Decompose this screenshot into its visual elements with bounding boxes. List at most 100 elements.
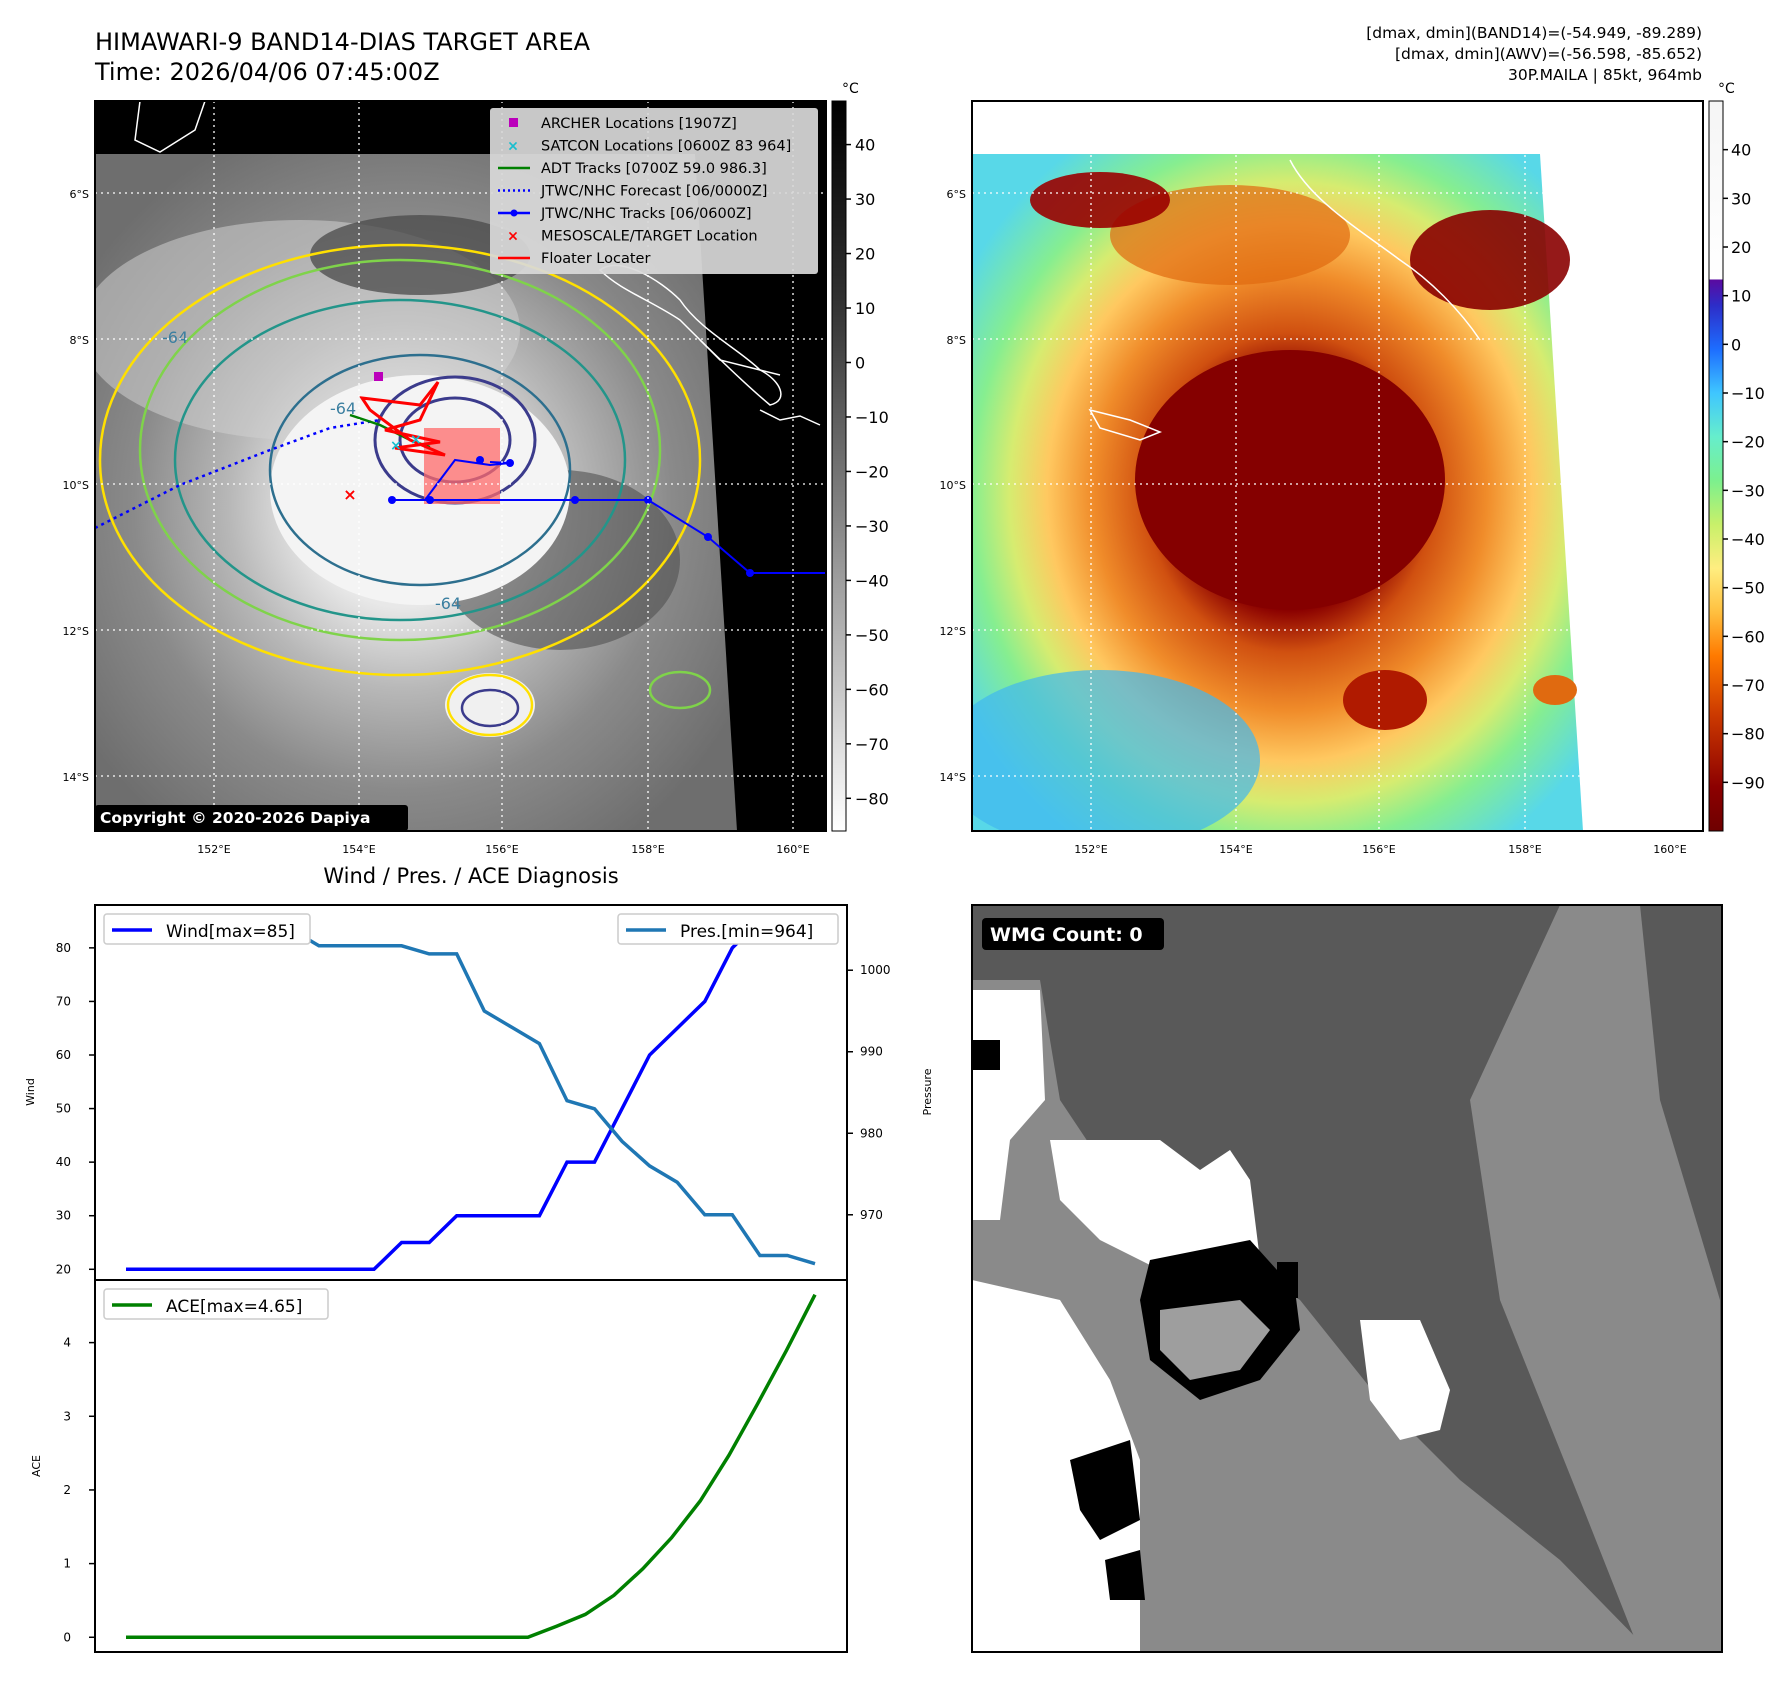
wmg-frame	[971, 904, 1723, 1653]
jtwc-point	[476, 456, 484, 464]
target-location-marker: ×	[343, 485, 356, 504]
lon-tick-label: 160°E	[776, 843, 809, 856]
ace-tick-label: 3	[63, 1409, 71, 1423]
wind-tick-label: 80	[56, 941, 71, 955]
wmg-count-box	[982, 918, 1164, 950]
jtwc-forecast-track	[95, 418, 381, 530]
contour-yellow	[98, 243, 702, 677]
jtwc-point	[426, 496, 434, 504]
pressure-axis-label: Pressure	[921, 1068, 934, 1115]
wmg-count-label: WMG Count: 0	[990, 924, 1143, 946]
figure-time: Time: 2026/04/06 07:45:00Z	[94, 58, 440, 86]
dry-slot	[310, 215, 530, 295]
ace-tick-label: 0	[63, 1630, 71, 1644]
wind-legend: Wind[max=85]	[103, 913, 311, 945]
colorbar-tick-label: −40	[1731, 530, 1765, 549]
lon-tick-label: 160°E	[1653, 843, 1686, 856]
info-awv-range: [dmax, dmin](AWV)=(-56.598, -85.652)	[1395, 45, 1702, 63]
contour-green	[138, 258, 662, 642]
colorbar-tick-label: −60	[1731, 627, 1765, 646]
archer-marker	[374, 372, 383, 381]
cold-sw-region	[972, 670, 1260, 831]
wmg-white-south	[972, 1280, 1140, 1652]
colorbar-tick-label: −10	[855, 408, 889, 427]
diagnosis-title: Wind / Pres. / ACE Diagnosis	[323, 864, 618, 888]
contour-label-2: -64	[162, 328, 188, 347]
lat-tick-label: 6°S	[70, 188, 89, 201]
jtwc-point	[388, 496, 396, 504]
satcon-marker: ×	[410, 432, 422, 448]
lat-tick-label: 10°S	[63, 479, 89, 492]
color-cdo	[1135, 350, 1445, 610]
contour-cell-inner	[460, 688, 520, 728]
colorbar-tick-label: −80	[1731, 725, 1765, 744]
wmg-gray-band-east	[1470, 905, 1722, 1652]
pressure-legend-label: Pres.[min=964]	[680, 922, 813, 942]
colorbar-tick-label: 30	[1731, 189, 1751, 208]
wmg-gray-band	[972, 980, 1650, 1652]
left-map-frame	[94, 100, 827, 832]
wind-series-line	[126, 919, 815, 1272]
lat-tick-label: 10°S	[940, 479, 966, 492]
wind-legend-label: Wind[max=85]	[166, 922, 295, 942]
legend-label: MESOSCALE/TARGET Location	[541, 229, 758, 245]
ace-tick-label: 2	[63, 1483, 71, 1497]
ace-legend-label: ACE[max=4.65]	[166, 1297, 302, 1317]
lon-tick-label: 152°E	[197, 843, 230, 856]
colorbar-tick-label: 10	[855, 299, 875, 318]
pressure-tick-label: 980	[860, 1126, 883, 1140]
color-map-gridlines	[972, 101, 1703, 831]
legend-marker: ×	[507, 229, 519, 245]
ace-chart: ACE 0 1 2 3 4 ACE[max=4.65]	[30, 1279, 848, 1653]
floater-box	[424, 428, 500, 504]
colorbar-right-unit: °C	[1718, 81, 1735, 97]
pressure-tick-label: 990	[860, 1045, 883, 1059]
lat-tick-label: 12°S	[940, 625, 966, 638]
wind-tick-label: 50	[56, 1102, 71, 1116]
legend-label: JTWC/NHC Tracks [06/0600Z]	[540, 206, 752, 222]
colorbar-tick-label: −20	[1731, 433, 1765, 452]
color-east-cell	[1533, 675, 1577, 705]
wmg-black-cell	[1277, 1262, 1298, 1298]
legend-label: JTWC/NHC Forecast [06/0000Z]	[540, 184, 767, 200]
colorbar-tick-label: −80	[855, 789, 889, 808]
legend-marker	[509, 118, 518, 127]
ir-grayscale-map: -64 -64 -64	[63, 100, 827, 856]
satcon-marker: ×	[390, 438, 402, 454]
info-band14-range: [dmax, dmin](BAND14)=(-54.949, -89.289)	[1366, 24, 1702, 42]
wmg-gray-eye	[1160, 1300, 1270, 1380]
contour-teal	[173, 298, 627, 622]
colorbar-tick-label: 20	[855, 245, 875, 264]
colorbar-tick-label: −30	[855, 517, 889, 536]
jtwc-point	[746, 569, 754, 577]
ace-tick-label: 4	[63, 1336, 71, 1350]
wmg-panel: WMG Count: 0	[971, 904, 1723, 1653]
contour-blue	[268, 353, 572, 587]
pressure-tick-label: 970	[860, 1208, 883, 1222]
legend-label: Floater Locater	[541, 251, 650, 267]
copyright-text: Copyright © 2020-2026 Dapiya	[100, 809, 370, 827]
color-colorbar: °C 40 30 20 10 0 −10 −20 −30 −40 −50 −60 −70 −80 −90	[1708, 81, 1765, 832]
floater-locater-track	[358, 381, 446, 457]
jtwc-point	[644, 496, 652, 504]
convective-cell	[445, 673, 535, 737]
wind-tick-label: 30	[56, 1209, 71, 1223]
pressure-tick-label: 1000	[860, 963, 891, 977]
wmg-black-small	[1105, 1550, 1145, 1600]
ace-tick-label: 1	[63, 1557, 71, 1571]
jtwc-track	[392, 499, 826, 574]
colorbar-tick-label: −20	[855, 462, 889, 481]
ace-axis-label: ACE	[30, 1455, 43, 1477]
info-storm-summary: 30P.MAILA | 85kt, 964mb	[1508, 66, 1702, 84]
colorbar-tick-label: 0	[1731, 335, 1741, 354]
jtwc-point	[704, 533, 712, 541]
ace-plot-frame	[94, 1279, 848, 1653]
color-north-band	[1110, 185, 1350, 285]
coastline-small-islands	[699, 339, 781, 376]
lat-tick-label: 8°S	[947, 334, 966, 347]
jtwc-point	[571, 496, 579, 504]
color-coastline-island	[1088, 408, 1163, 441]
colorbar-tick-label: −60	[855, 680, 889, 699]
colorbar-left-unit: °C	[842, 81, 859, 97]
